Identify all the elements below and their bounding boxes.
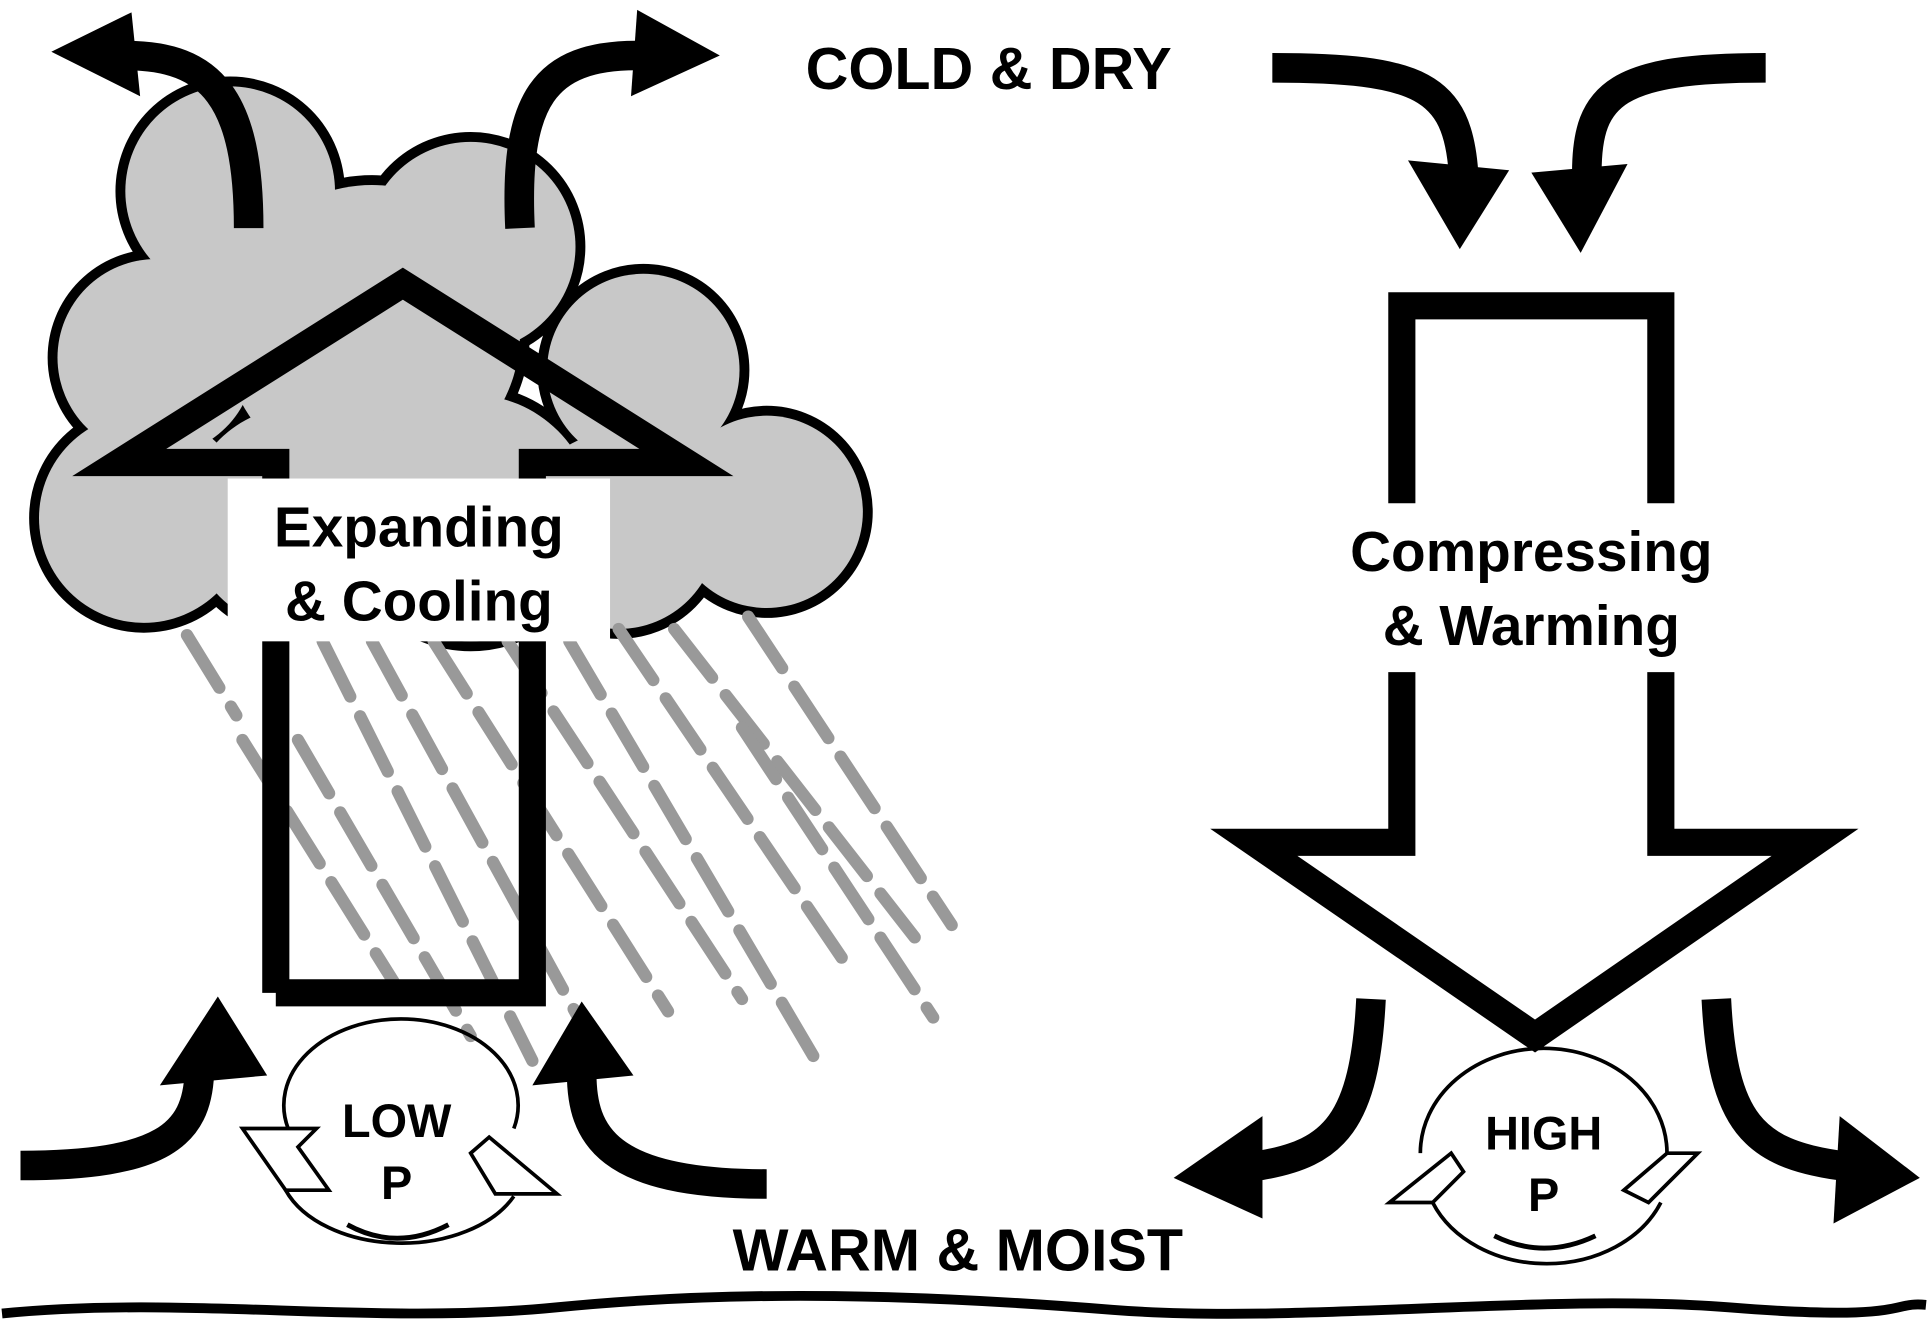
flow-arrows — [20, 9, 1920, 1224]
high-pressure: HIGH P — [1384, 1046, 1703, 1266]
sinking-arrow — [1210, 292, 1859, 1053]
rising-arrow — [72, 267, 734, 1007]
rising-label: Expanding — [274, 496, 564, 559]
sinking-label: Compressing — [1350, 521, 1712, 584]
low-pressure: LOW P — [238, 1017, 563, 1245]
ground — [1, 1290, 1927, 1319]
bottom-label: WARM & MOIST — [733, 1216, 1183, 1283]
sinking-label: & Warming — [1383, 595, 1680, 658]
low-label: P — [381, 1157, 412, 1209]
high-label: P — [1528, 1169, 1559, 1221]
high-label: HIGH — [1485, 1107, 1602, 1159]
top-label: COLD & DRY — [806, 35, 1172, 102]
rising-label: & Cooling — [285, 570, 553, 633]
low-label: LOW — [342, 1095, 452, 1147]
text-box — [227, 478, 611, 642]
